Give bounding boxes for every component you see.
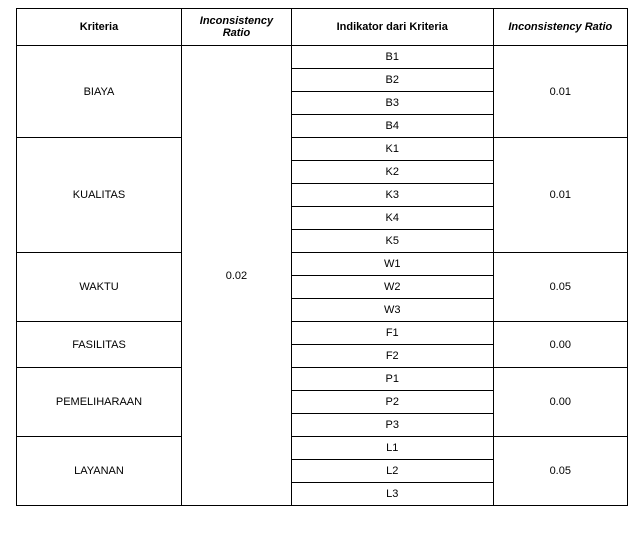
group-ratio-cell: 0.01 (493, 46, 627, 138)
header-ratio2: Inconsistency Ratio (493, 9, 627, 46)
main-ratio-cell: 0.02 (181, 46, 291, 506)
indikator-cell: K4 (291, 207, 493, 230)
kriteria-cell: PEMELIHARAAN (17, 368, 182, 437)
indikator-cell: L1 (291, 437, 493, 460)
indikator-cell: K3 (291, 184, 493, 207)
table-row: PEMELIHARAANP10.00 (17, 368, 628, 391)
indikator-cell: W2 (291, 276, 493, 299)
header-kriteria: Kriteria (17, 9, 182, 46)
table-header-row: Kriteria Inconsistency Ratio Indikator d… (17, 9, 628, 46)
indikator-cell: B4 (291, 115, 493, 138)
indikator-cell: W3 (291, 299, 493, 322)
table-row: BIAYA0.02B10.01 (17, 46, 628, 69)
group-ratio-cell: 0.00 (493, 368, 627, 437)
table-body: BIAYA0.02B10.01B2B3B4KUALITASK10.01K2K3K… (17, 46, 628, 506)
indikator-cell: K5 (291, 230, 493, 253)
kriteria-cell: FASILITAS (17, 322, 182, 368)
indikator-cell: P2 (291, 391, 493, 414)
indikator-cell: L2 (291, 460, 493, 483)
kriteria-cell: BIAYA (17, 46, 182, 138)
kriteria-cell: WAKTU (17, 253, 182, 322)
indikator-cell: K2 (291, 161, 493, 184)
indikator-cell: F1 (291, 322, 493, 345)
indikator-cell: W1 (291, 253, 493, 276)
group-ratio-cell: 0.05 (493, 253, 627, 322)
indikator-cell: B2 (291, 69, 493, 92)
indikator-cell: L3 (291, 483, 493, 506)
indikator-cell: B1 (291, 46, 493, 69)
indikator-cell: K1 (291, 138, 493, 161)
table-row: WAKTUW10.05 (17, 253, 628, 276)
indikator-cell: B3 (291, 92, 493, 115)
kriteria-cell: LAYANAN (17, 437, 182, 506)
group-ratio-cell: 0.01 (493, 138, 627, 253)
group-ratio-cell: 0.05 (493, 437, 627, 506)
indikator-cell: F2 (291, 345, 493, 368)
indikator-cell: P3 (291, 414, 493, 437)
table-row: LAYANANL10.05 (17, 437, 628, 460)
table-row: FASILITASF10.00 (17, 322, 628, 345)
indikator-cell: P1 (291, 368, 493, 391)
kriteria-cell: KUALITAS (17, 138, 182, 253)
table-row: KUALITASK10.01 (17, 138, 628, 161)
header-indikator: Indikator dari Kriteria (291, 9, 493, 46)
criteria-table: Kriteria Inconsistency Ratio Indikator d… (16, 8, 628, 506)
group-ratio-cell: 0.00 (493, 322, 627, 368)
header-ratio1: Inconsistency Ratio (181, 9, 291, 46)
